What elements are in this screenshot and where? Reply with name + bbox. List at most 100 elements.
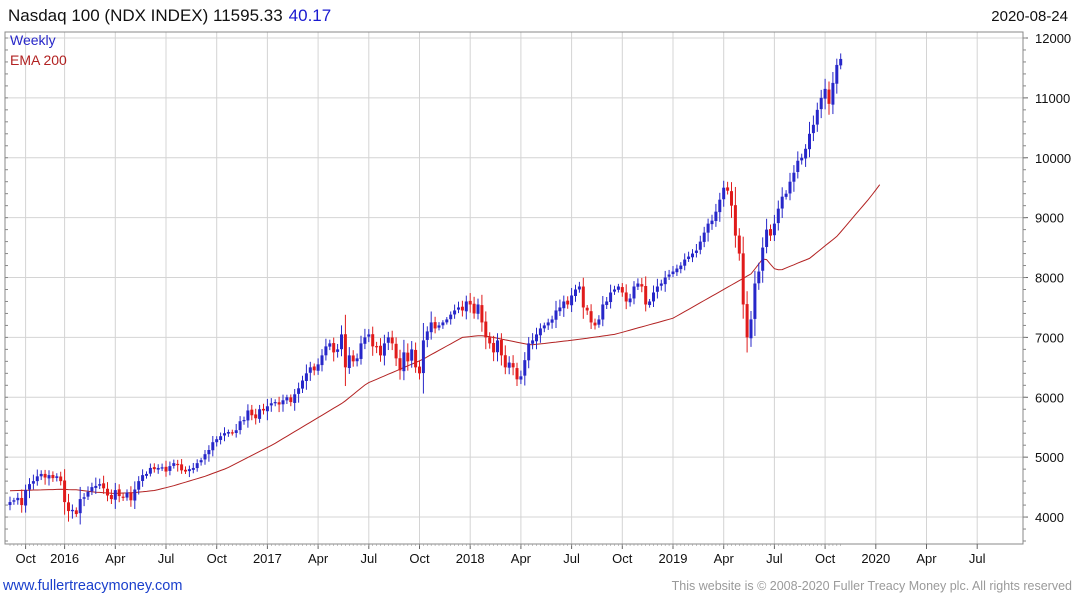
price-bar: [8, 496, 12, 511]
price-bar: [55, 473, 59, 482]
price-bar: [839, 53, 843, 70]
price-bar-body: [320, 355, 324, 366]
price-bar-body: [277, 402, 281, 405]
price-bar-body: [429, 322, 433, 333]
price-bar: [667, 269, 671, 280]
price-bar: [620, 283, 624, 297]
price-bar-body: [55, 476, 59, 478]
price-bar-body: [733, 205, 737, 236]
price-bar-body: [316, 364, 320, 371]
price-bar: [184, 466, 187, 475]
price-bar: [749, 310, 753, 347]
price-bar: [234, 423, 238, 438]
price-bar-body: [788, 181, 792, 194]
price-bar: [811, 115, 815, 142]
price-bar: [445, 317, 449, 325]
price-bar-body: [51, 474, 55, 479]
price-bar-body: [574, 289, 577, 296]
price-bar-body: [570, 295, 574, 306]
price-bar: [499, 333, 503, 366]
price-bar: [137, 476, 141, 495]
price-bar: [624, 284, 628, 310]
price-bar: [702, 226, 706, 248]
price-bar-body: [585, 307, 589, 311]
price-bar: [800, 153, 804, 165]
price-bar-body: [184, 469, 187, 472]
price-bar-body: [566, 300, 570, 305]
price-bar: [737, 228, 741, 261]
price-bar-body: [784, 193, 788, 197]
price-bar: [562, 295, 566, 317]
price-bar: [102, 475, 106, 494]
price-bar: [421, 322, 425, 394]
title-symbol: Nasdaq 100 (NDX INDEX) 11595.33: [8, 6, 283, 25]
price-bar: [390, 330, 394, 351]
price-bar: [293, 388, 297, 411]
price-bar: [675, 264, 679, 276]
price-bar-body: [390, 337, 394, 344]
price-bar-body: [145, 473, 148, 476]
price-bar-body: [382, 343, 386, 356]
price-bar-body: [343, 334, 347, 368]
price-bar: [628, 293, 632, 307]
price-bar: [406, 343, 410, 371]
price-bar: [733, 186, 737, 248]
price-bar-body: [418, 366, 421, 374]
price-bar-body: [230, 432, 234, 434]
price-bar-body: [28, 484, 31, 490]
price-bar: [250, 404, 254, 421]
price-bar-body: [831, 82, 835, 105]
price-bar-body: [20, 497, 24, 506]
price-bar-body: [827, 89, 831, 104]
price-bar: [180, 459, 184, 474]
price-bar: [74, 507, 78, 517]
price-bar: [496, 333, 499, 362]
price-bar-body: [730, 191, 733, 206]
price-bar-body: [67, 502, 70, 512]
price-bar: [480, 294, 484, 332]
price-bar: [429, 311, 433, 340]
price-bar-body: [308, 367, 312, 373]
price-bar-body: [628, 298, 632, 303]
price-bar: [106, 482, 109, 502]
price-bar-body: [706, 223, 710, 233]
price-bar-body: [234, 430, 238, 434]
price-bar: [484, 311, 488, 350]
price-bar-body: [480, 305, 484, 323]
price-bar-body: [527, 343, 531, 361]
price-bar: [827, 81, 831, 115]
price-bar-body: [347, 355, 351, 369]
price-bar: [297, 382, 301, 403]
footer-website-link[interactable]: www.fullertreacymoney.com: [2, 578, 182, 594]
price-bar: [776, 200, 780, 231]
price-bar: [90, 482, 94, 496]
price-bar-body: [148, 467, 152, 474]
price-bar: [113, 482, 117, 509]
price-bar-body: [655, 286, 659, 292]
price-bar-body: [472, 303, 476, 314]
price-bar: [460, 300, 464, 317]
price-bar: [437, 322, 441, 331]
price-bar: [468, 293, 472, 313]
price-bar: [176, 459, 180, 472]
price-bar-body: [86, 491, 90, 497]
price-bar: [164, 460, 168, 477]
price-bar: [694, 243, 698, 258]
x-tick-label: Oct: [207, 551, 228, 566]
price-bar-body: [492, 342, 496, 353]
price-bar: [410, 341, 414, 368]
x-tick-label: 2017: [253, 551, 282, 566]
price-bar: [433, 316, 437, 334]
price-bar-body: [437, 325, 441, 328]
price-bar-body: [499, 339, 503, 356]
price-bar: [31, 474, 35, 490]
price-bar: [769, 224, 772, 241]
price-bar-body: [102, 483, 106, 489]
price-bar: [386, 331, 390, 351]
price-bar: [382, 334, 386, 366]
price-bar-body: [297, 388, 301, 394]
price-bar: [94, 477, 98, 494]
price-bar-body: [464, 301, 468, 312]
price-bar: [706, 218, 710, 242]
price-bar: [425, 326, 429, 348]
